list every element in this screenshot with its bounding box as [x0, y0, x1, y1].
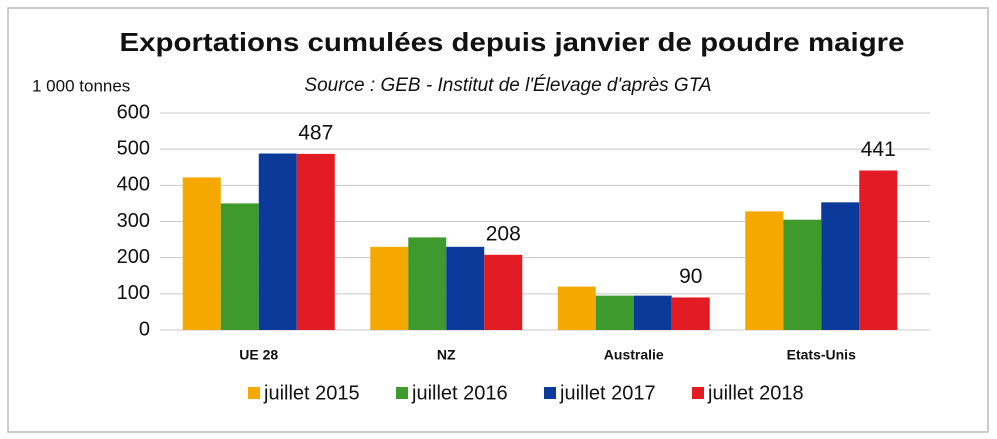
y-tick-label: 200	[117, 246, 150, 268]
data-label: 90	[679, 265, 702, 288]
bar	[859, 170, 898, 330]
bar	[296, 153, 335, 330]
y-tick-label: 400	[117, 174, 150, 196]
bar	[182, 177, 221, 330]
y-tick-label: 300	[117, 210, 150, 232]
bar	[595, 295, 634, 330]
bar	[484, 254, 523, 330]
bar	[633, 295, 672, 330]
bar	[370, 246, 409, 330]
legend-swatch	[396, 387, 408, 399]
x-tick-label: NZ	[437, 347, 456, 363]
bar	[821, 202, 860, 330]
legend-swatch	[544, 387, 556, 399]
legend-swatch	[248, 387, 260, 399]
data-label: 208	[486, 222, 521, 245]
bar	[745, 211, 784, 330]
x-tick-label: UE 28	[239, 347, 278, 363]
y-tick-label: 500	[117, 137, 150, 159]
y-tick-label: 100	[117, 282, 150, 304]
legend-label: juillet 2017	[559, 382, 656, 404]
bar	[557, 286, 596, 330]
data-label: 441	[861, 138, 896, 161]
data-label: 487	[298, 121, 333, 144]
bar	[783, 219, 822, 330]
chart-title: Exportations cumulées depuis janvier de …	[120, 27, 905, 57]
x-tick-label: Australie	[604, 347, 664, 363]
bar	[220, 203, 259, 330]
bar	[258, 153, 297, 330]
y-tick-label: 0	[139, 318, 150, 340]
bar	[408, 237, 447, 330]
legend-label: juillet 2015	[263, 382, 360, 404]
y-axis-label: 1 000 tonnes	[32, 76, 130, 95]
y-tick-label: 600	[117, 101, 150, 123]
chart-subtitle: Source : GEB - Institut de l'Élevage d'a…	[304, 75, 711, 96]
legend-swatch	[692, 387, 704, 399]
bar	[446, 246, 485, 330]
bar	[671, 297, 710, 330]
legend-label: juillet 2018	[707, 382, 804, 404]
legend-label: juillet 2016	[411, 382, 508, 404]
x-tick-label: Etats-Unis	[787, 347, 856, 363]
